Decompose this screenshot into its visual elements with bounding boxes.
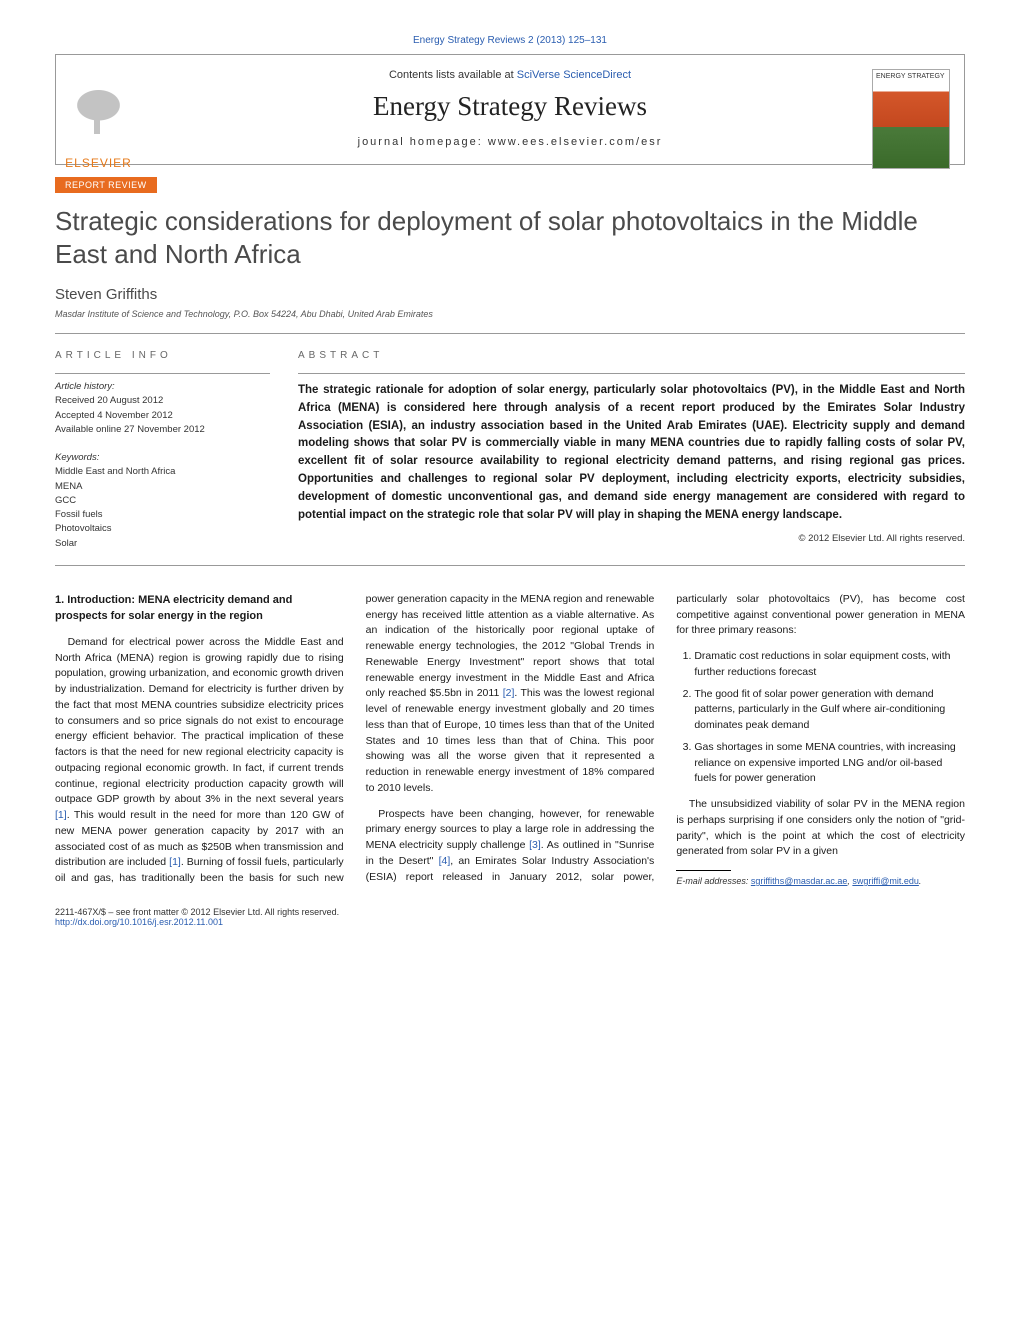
keyword: MENA — [55, 480, 270, 494]
ref-link[interactable]: [4] — [439, 855, 451, 867]
journal-name: Energy Strategy Reviews — [76, 91, 944, 122]
body-paragraph: The unsubsidized viability of solar PV i… — [676, 797, 965, 860]
section-heading: 1. Introduction: MENA electricity demand… — [55, 592, 344, 625]
article-info-label: ARTICLE INFO — [55, 350, 270, 361]
homepage-prefix: journal homepage: — [358, 136, 488, 148]
list-item: Gas shortages in some MENA countries, wi… — [694, 740, 965, 787]
doi-link[interactable]: http://dx.doi.org/10.1016/j.esr.2012.11.… — [55, 917, 223, 927]
keyword: Photovoltaics — [55, 522, 270, 536]
keyword: Solar — [55, 537, 270, 551]
article-info-column: ARTICLE INFO Article history: Received 2… — [55, 350, 270, 551]
history-label: Article history: — [55, 380, 270, 394]
abstract-column: ABSTRACT The strategic rationale for ado… — [298, 350, 965, 551]
keyword: Fossil fuels — [55, 508, 270, 522]
list-item: The good fit of solar power generation w… — [694, 687, 965, 734]
elsevier-tree-icon — [56, 79, 141, 154]
email-link[interactable]: sgriffiths@masdar.ac.ae — [751, 876, 848, 886]
article-body: 1. Introduction: MENA electricity demand… — [55, 592, 965, 889]
author-name: Steven Griffiths — [55, 286, 965, 303]
footnote-separator — [676, 870, 731, 871]
keyword: GCC — [55, 494, 270, 508]
contents-prefix: Contents lists available at — [389, 69, 517, 81]
homepage-url: www.ees.elsevier.com/esr — [488, 136, 663, 148]
contents-line: Contents lists available at SciVerse Sci… — [76, 69, 944, 81]
journal-header: ELSEVIER ENERGY STRATEGY Contents lists … — [55, 54, 965, 165]
sciencedirect-link[interactable]: SciVerse ScienceDirect — [517, 69, 631, 81]
footnote-label: E-mail addresses: — [676, 876, 751, 886]
reasons-list: Dramatic cost reductions in solar equipm… — [694, 649, 965, 787]
history-received: Received 20 August 2012 — [55, 394, 270, 408]
info-abstract-row: ARTICLE INFO Article history: Received 2… — [55, 334, 965, 565]
divider — [298, 373, 965, 374]
article-history: Article history: Received 20 August 2012… — [55, 380, 270, 437]
ref-link[interactable]: [1] — [169, 856, 181, 868]
journal-homepage: journal homepage: www.ees.elsevier.com/e… — [76, 136, 944, 148]
history-online: Available online 27 November 2012 — [55, 423, 270, 437]
keywords-block: Keywords: Middle East and North Africa M… — [55, 451, 270, 551]
publisher-logo: ELSEVIER — [51, 65, 146, 170]
publisher-name: ELSEVIER — [65, 156, 132, 170]
keyword: Middle East and North Africa — [55, 465, 270, 479]
abstract-label: ABSTRACT — [298, 350, 965, 361]
keywords-label: Keywords: — [55, 451, 270, 465]
ref-link[interactable]: [2] — [503, 687, 515, 699]
cover-label: ENERGY STRATEGY — [876, 73, 946, 80]
divider — [55, 373, 270, 374]
top-citation: Energy Strategy Reviews 2 (2013) 125–131 — [55, 35, 965, 46]
page-footer: 2211-467X/$ – see front matter © 2012 El… — [55, 907, 965, 927]
ref-link[interactable]: [3] — [529, 839, 541, 851]
email-footnote: E-mail addresses: sgriffiths@masdar.ac.a… — [676, 875, 965, 889]
abstract-text: The strategic rationale for adoption of … — [298, 382, 965, 525]
list-item: Dramatic cost reductions in solar equipm… — [694, 649, 965, 681]
history-accepted: Accepted 4 November 2012 — [55, 409, 270, 423]
article-type-badge: REPORT REVIEW — [55, 177, 157, 193]
journal-cover-thumbnail: ENERGY STRATEGY — [872, 69, 950, 169]
copyright-line: © 2012 Elsevier Ltd. All rights reserved… — [298, 533, 965, 544]
author-affiliation: Masdar Institute of Science and Technolo… — [55, 309, 965, 319]
ref-link[interactable]: [1] — [55, 809, 67, 821]
divider — [55, 565, 965, 566]
article-title: Strategic considerations for deployment … — [55, 205, 965, 270]
email-link[interactable]: swgriffi@mit.edu — [852, 876, 919, 886]
footer-copyright: 2211-467X/$ – see front matter © 2012 El… — [55, 907, 965, 917]
